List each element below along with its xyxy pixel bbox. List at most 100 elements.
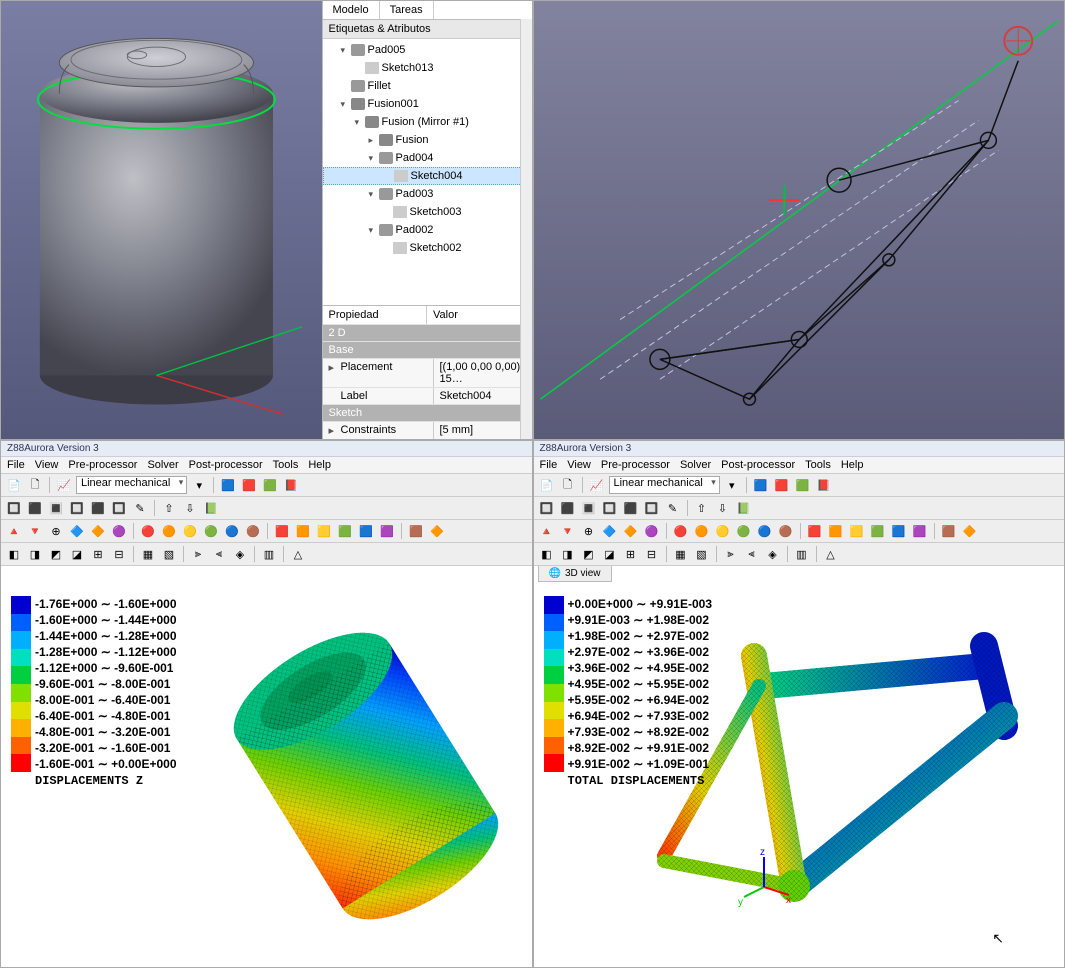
tree-scrollbar[interactable] [520, 19, 532, 439]
menu-file[interactable]: File [540, 459, 558, 471]
toolbar-button[interactable]: 🔲 [601, 499, 619, 517]
toolbar-button[interactable]: 📗 [735, 499, 753, 517]
toolbar-button[interactable]: ✎ [664, 499, 682, 517]
toolbar-button[interactable]: ⊟ [110, 545, 128, 563]
toolbar-button[interactable]: 🔵 [756, 522, 774, 540]
toolbar-button[interactable]: ⊟ [643, 545, 661, 563]
toolbar-button[interactable]: 🟪 [911, 522, 929, 540]
z88-left-menubar[interactable]: File View Pre-processor Solver Post-processo… [1, 457, 532, 474]
toolbar-button[interactable]: ⬛ [26, 499, 44, 517]
toolbar-button[interactable]: 🟦 [890, 522, 908, 540]
toolbar-button[interactable]: ▧ [160, 545, 178, 563]
toolbar-button[interactable]: 🟡 [181, 522, 199, 540]
menu-pre-processor[interactable]: Pre-processor [68, 459, 137, 471]
menu-help[interactable]: Help [841, 459, 864, 471]
toolbar-button[interactable]: ⬛ [622, 499, 640, 517]
toolbar-button[interactable]: ◈ [231, 545, 249, 563]
toolbar-button[interactable]: 🔲 [68, 499, 86, 517]
toolbar-button[interactable]: ▧ [693, 545, 711, 563]
toolbar-button[interactable]: 🔳 [47, 499, 65, 517]
toolbar-button[interactable]: 🟢 [735, 522, 753, 540]
toolbar-button[interactable]: 🔶 [89, 522, 107, 540]
toolbar-button[interactable]: ⫷ [743, 545, 761, 563]
toolbar-button[interactable]: 📗 [202, 499, 220, 517]
toolbar-button[interactable]: 🟩 [336, 522, 354, 540]
toolbar-button[interactable]: 🟢 [202, 522, 220, 540]
toolbar-button[interactable]: ▾ [190, 476, 208, 494]
solver-combo[interactable]: Linear mechanical [76, 476, 187, 494]
menu-solver[interactable]: Solver [680, 459, 711, 471]
toolbar-button[interactable]: 🔺 [5, 522, 23, 540]
toolbar-button[interactable]: 📕 [815, 476, 833, 494]
toolbar-button[interactable]: 🟩 [869, 522, 887, 540]
toolbar-button[interactable]: ⬛ [89, 499, 107, 517]
toolbar-button[interactable]: 🟠 [160, 522, 178, 540]
toolbar-button[interactable]: 🟥 [273, 522, 291, 540]
toolbar-button[interactable]: 🟩 [261, 476, 279, 494]
toolbar-button[interactable]: 🔴 [672, 522, 690, 540]
model-tree[interactable]: ▾Pad005Sketch013Fillet▾Fusion001▾Fusion … [323, 39, 532, 305]
toolbar-button[interactable]: ▥ [793, 545, 811, 563]
toolbar-button[interactable]: 🟧 [294, 522, 312, 540]
toolbar-button[interactable]: 🔶 [428, 522, 446, 540]
toolbar-button[interactable]: 🔴 [139, 522, 157, 540]
prop-constraints[interactable]: ▸ Constraints [5 mm] [323, 421, 532, 439]
toolbar-button[interactable]: 🔷 [68, 522, 86, 540]
toolbar-button[interactable]: ⊞ [89, 545, 107, 563]
toolbar-button[interactable]: ▾ [723, 476, 741, 494]
tab-modelo[interactable]: Modelo [323, 1, 380, 19]
menu-view[interactable]: View [35, 459, 59, 471]
menu-view[interactable]: View [567, 459, 591, 471]
toolbar-button[interactable]: ⊕ [47, 522, 65, 540]
toolbar-button[interactable]: ◨ [26, 545, 44, 563]
toolbar-button[interactable]: 📈 [588, 476, 606, 494]
toolbar-button[interactable]: 🔺 [538, 522, 556, 540]
toolbar-button[interactable]: 🔵 [223, 522, 241, 540]
toolbar-button[interactable]: 📄 [538, 476, 556, 494]
menu-file[interactable]: File [7, 459, 25, 471]
toolbar-button[interactable]: 🟧 [827, 522, 845, 540]
toolbar-button[interactable]: 🟨 [848, 522, 866, 540]
prop-label[interactable]: Label Sketch004 [323, 387, 532, 404]
toolbar-button[interactable]: ◧ [5, 545, 23, 563]
toolbar-button[interactable]: 🔶 [622, 522, 640, 540]
toolbar-button[interactable]: 🟦 [752, 476, 770, 494]
toolbar-button[interactable]: 🟫 [940, 522, 958, 540]
toolbar-button[interactable]: △ [289, 545, 307, 563]
toolbar-button[interactable]: ⫸ [189, 545, 207, 563]
menu-post-processor[interactable]: Post-processor [189, 459, 263, 471]
view-tab-3d[interactable]: 🌐 3D view [538, 566, 612, 582]
toolbar-button[interactable]: ◨ [559, 545, 577, 563]
menu-solver[interactable]: Solver [147, 459, 178, 471]
toolbar-button[interactable]: 📄 [5, 476, 23, 494]
toolbar-button[interactable]: ⇩ [181, 499, 199, 517]
prop-placement[interactable]: ▸ Placement [(1,00 0,00 0,00); 15… [323, 358, 532, 387]
tree-item-sketch002[interactable]: Sketch002 [323, 239, 532, 257]
toolbar-button[interactable]: 🔲 [643, 499, 661, 517]
toolbar-button[interactable]: ◪ [68, 545, 86, 563]
toolbar-button[interactable]: ▦ [672, 545, 690, 563]
toolbar-button[interactable]: 🟥 [773, 476, 791, 494]
menu-tools[interactable]: Tools [805, 459, 831, 471]
toolbar-button[interactable]: 🔶 [961, 522, 979, 540]
menu-tools[interactable]: Tools [273, 459, 299, 471]
toolbar-button[interactable]: 🗋 [559, 476, 577, 494]
toolbar-button[interactable]: 🟦 [357, 522, 375, 540]
toolbar-button[interactable]: 🟪 [378, 522, 396, 540]
toolbar-button[interactable]: 🟥 [806, 522, 824, 540]
tree-item-pad002[interactable]: ▾Pad002 [323, 221, 532, 239]
toolbar-button[interactable]: △ [822, 545, 840, 563]
tree-item-fusion[interactable]: ▸Fusion [323, 131, 532, 149]
toolbar-button[interactable]: 🔲 [110, 499, 128, 517]
tree-item-sketch004[interactable]: Sketch004 [323, 167, 532, 185]
z88-left-toolbars[interactable]: 📄🗋📈Linear mechanical▾🟦🟥🟩📕🔲⬛🔳🔲⬛🔲✎⇧⇩📗🔺🔻⊕🔷🔶… [1, 474, 532, 566]
toolbar-button[interactable]: ▦ [139, 545, 157, 563]
toolbar-button[interactable]: 🔲 [538, 499, 556, 517]
menu-help[interactable]: Help [308, 459, 331, 471]
z88-right-toolbars[interactable]: 📄🗋📈Linear mechanical▾🟦🟥🟩📕🔲⬛🔳🔲⬛🔲✎⇧⇩📗🔺🔻⊕🔷🔶… [534, 474, 1065, 566]
toolbar-button[interactable]: 🟨 [315, 522, 333, 540]
toolbar-button[interactable]: 🟡 [714, 522, 732, 540]
toolbar-button[interactable]: 🔻 [559, 522, 577, 540]
toolbar-button[interactable]: 🔳 [580, 499, 598, 517]
tree-item-fillet[interactable]: Fillet [323, 77, 532, 95]
